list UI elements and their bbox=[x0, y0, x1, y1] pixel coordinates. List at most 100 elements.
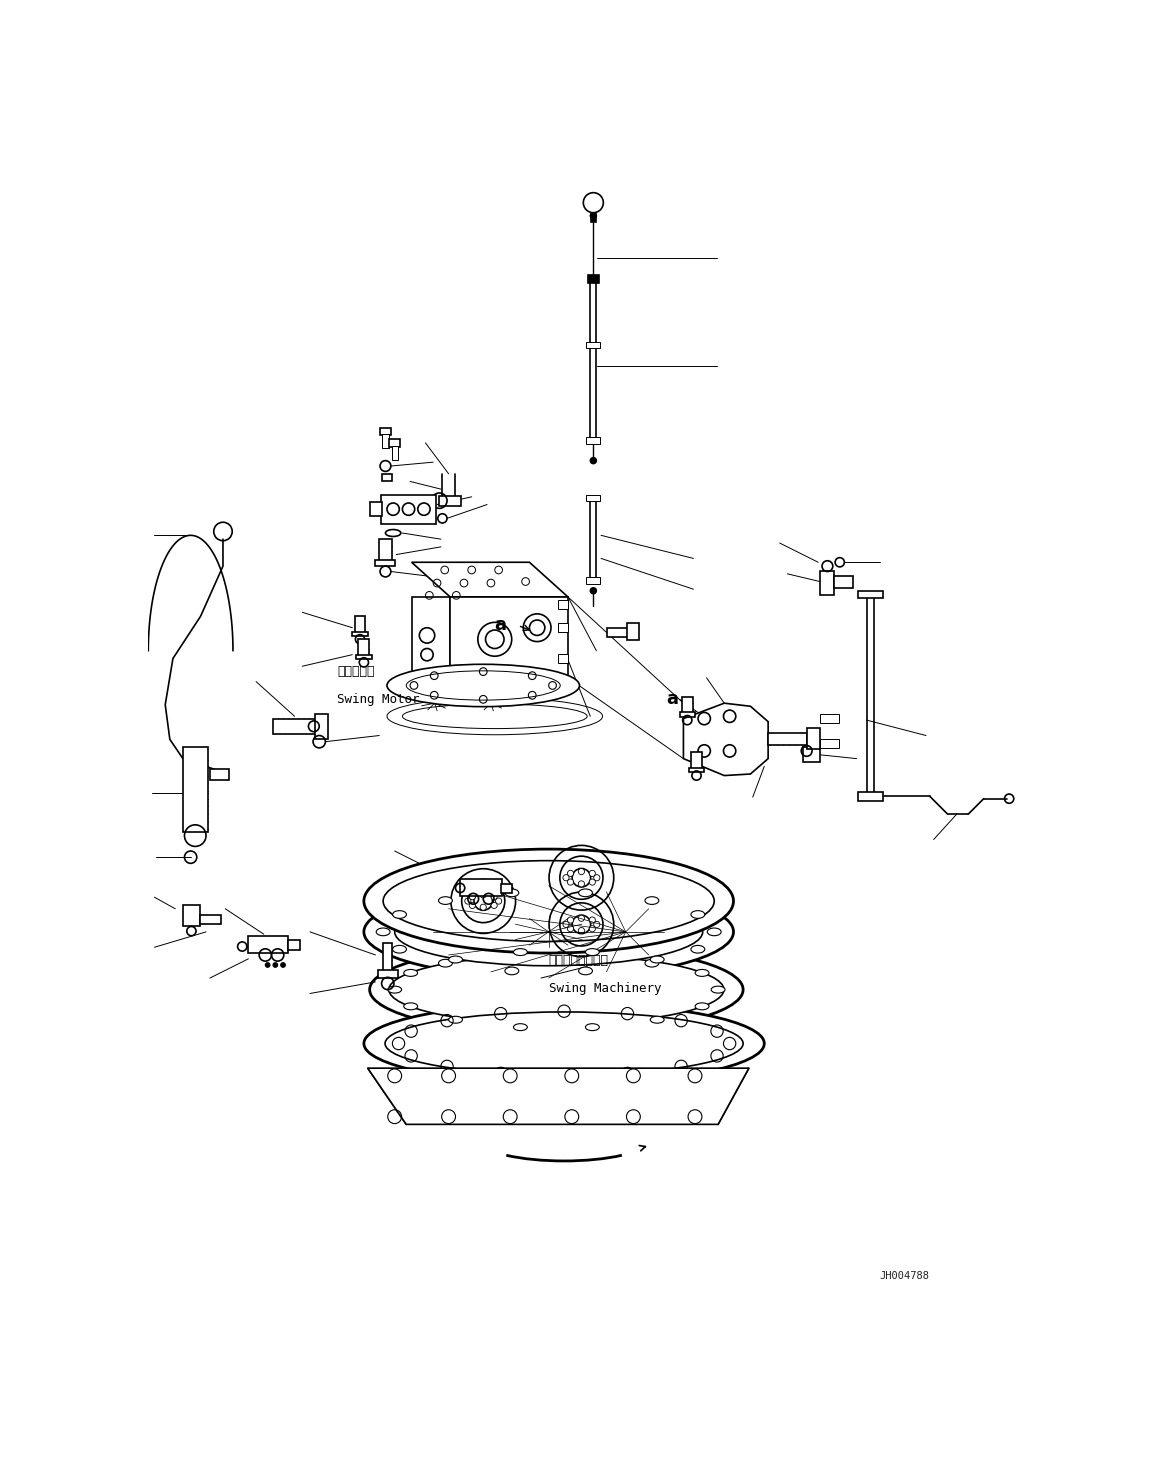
Bar bbox=[209, 768, 229, 780]
Polygon shape bbox=[412, 596, 450, 678]
Ellipse shape bbox=[505, 889, 519, 897]
Bar bbox=[370, 502, 381, 516]
Ellipse shape bbox=[505, 967, 519, 975]
Bar bbox=[558, 653, 568, 663]
Ellipse shape bbox=[691, 945, 705, 954]
Bar bbox=[820, 570, 834, 595]
Circle shape bbox=[568, 870, 573, 876]
Bar bbox=[380, 494, 436, 523]
Circle shape bbox=[568, 879, 573, 885]
Ellipse shape bbox=[385, 1012, 743, 1075]
Polygon shape bbox=[412, 563, 568, 596]
Bar bbox=[356, 655, 372, 659]
Circle shape bbox=[480, 904, 486, 910]
Ellipse shape bbox=[370, 945, 743, 1034]
Circle shape bbox=[469, 903, 476, 908]
Polygon shape bbox=[368, 1069, 749, 1124]
Bar bbox=[586, 343, 600, 348]
Bar bbox=[249, 936, 288, 952]
Ellipse shape bbox=[387, 986, 401, 993]
Circle shape bbox=[480, 892, 486, 898]
Bar bbox=[392, 446, 398, 459]
Bar bbox=[607, 628, 629, 637]
Ellipse shape bbox=[364, 849, 734, 954]
Bar bbox=[383, 434, 388, 448]
Ellipse shape bbox=[364, 885, 734, 978]
Ellipse shape bbox=[695, 970, 709, 977]
Ellipse shape bbox=[404, 1003, 418, 1010]
Bar bbox=[768, 733, 807, 745]
Text: スイングマシナリ: スイングマシナリ bbox=[549, 954, 608, 967]
Ellipse shape bbox=[388, 955, 723, 1025]
Circle shape bbox=[280, 962, 285, 967]
Ellipse shape bbox=[650, 1016, 664, 1024]
Circle shape bbox=[594, 921, 600, 927]
Ellipse shape bbox=[585, 949, 599, 955]
Ellipse shape bbox=[707, 929, 721, 936]
Bar bbox=[588, 276, 599, 283]
Circle shape bbox=[495, 898, 501, 904]
Circle shape bbox=[563, 921, 569, 927]
Bar bbox=[390, 439, 400, 446]
Text: 旋回モータ: 旋回モータ bbox=[337, 665, 374, 678]
Circle shape bbox=[590, 879, 595, 885]
Bar bbox=[183, 905, 200, 926]
Bar bbox=[820, 739, 839, 748]
Bar bbox=[858, 590, 883, 598]
Circle shape bbox=[578, 869, 585, 875]
Ellipse shape bbox=[695, 1003, 709, 1010]
Ellipse shape bbox=[393, 911, 406, 919]
Ellipse shape bbox=[364, 1003, 764, 1083]
Circle shape bbox=[591, 213, 597, 219]
Ellipse shape bbox=[578, 967, 592, 975]
Bar bbox=[315, 714, 328, 739]
Circle shape bbox=[578, 881, 585, 886]
Bar bbox=[461, 879, 502, 895]
Bar bbox=[586, 496, 600, 500]
Bar bbox=[378, 971, 398, 978]
Ellipse shape bbox=[383, 860, 714, 942]
Circle shape bbox=[591, 588, 597, 593]
Circle shape bbox=[591, 458, 597, 464]
Ellipse shape bbox=[514, 949, 527, 955]
Circle shape bbox=[563, 875, 569, 881]
Ellipse shape bbox=[514, 1024, 527, 1031]
Text: a: a bbox=[666, 690, 678, 709]
Bar bbox=[501, 884, 513, 894]
Bar bbox=[586, 577, 600, 583]
Circle shape bbox=[491, 894, 498, 900]
Bar bbox=[682, 697, 693, 714]
Bar bbox=[381, 474, 392, 481]
Ellipse shape bbox=[393, 945, 406, 954]
Ellipse shape bbox=[645, 897, 658, 904]
Ellipse shape bbox=[404, 970, 418, 977]
Bar bbox=[858, 792, 883, 800]
Ellipse shape bbox=[585, 1024, 599, 1031]
Circle shape bbox=[387, 503, 399, 515]
Ellipse shape bbox=[449, 956, 463, 962]
Bar bbox=[679, 713, 695, 717]
Ellipse shape bbox=[406, 671, 561, 700]
Circle shape bbox=[578, 916, 585, 921]
Circle shape bbox=[590, 926, 595, 932]
Bar bbox=[558, 601, 568, 609]
Bar bbox=[586, 437, 600, 445]
Ellipse shape bbox=[387, 698, 602, 735]
Text: a: a bbox=[494, 617, 506, 634]
Circle shape bbox=[465, 898, 471, 904]
Ellipse shape bbox=[691, 911, 705, 919]
Bar bbox=[380, 427, 391, 436]
Bar bbox=[834, 576, 852, 588]
Circle shape bbox=[568, 926, 573, 932]
Ellipse shape bbox=[376, 929, 390, 936]
Polygon shape bbox=[684, 703, 768, 776]
Bar bbox=[558, 623, 568, 633]
Ellipse shape bbox=[650, 956, 664, 962]
Circle shape bbox=[568, 917, 573, 923]
Bar bbox=[273, 719, 317, 733]
Bar bbox=[591, 214, 595, 222]
Circle shape bbox=[469, 894, 476, 900]
Bar bbox=[358, 639, 370, 656]
Circle shape bbox=[590, 917, 595, 923]
Bar bbox=[352, 631, 368, 636]
